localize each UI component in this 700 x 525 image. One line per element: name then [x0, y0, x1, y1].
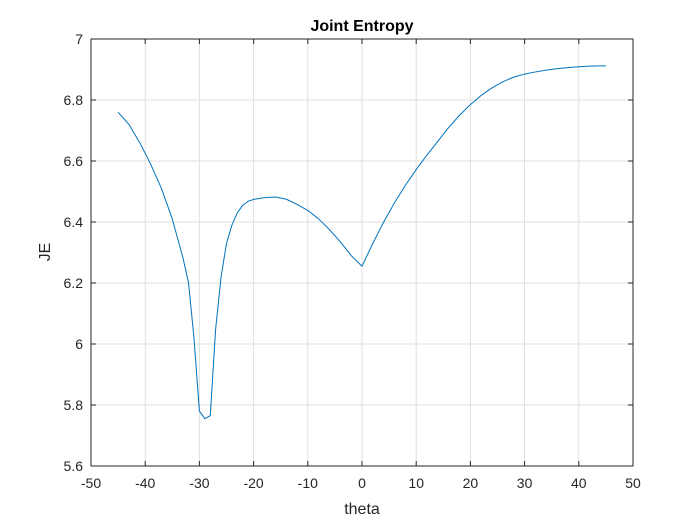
x-tick-label: -40: [135, 475, 155, 491]
y-tick-label: 6.2: [64, 275, 84, 291]
y-tick-label: 5.8: [64, 397, 84, 413]
y-tick-label: 5.6: [64, 458, 84, 474]
x-tick-label: 50: [625, 475, 641, 491]
y-tick-label: 6.4: [64, 214, 84, 230]
x-tick-label: -30: [189, 475, 209, 491]
series-line: [117, 65, 606, 420]
x-axis-label: theta: [344, 501, 380, 518]
tick-marks: [90, 38, 634, 467]
y-tick-label: 7: [75, 31, 83, 47]
y-tick-label: 6: [75, 336, 83, 352]
chart-title: Joint Entropy: [310, 18, 413, 35]
x-tick-label: 10: [408, 475, 424, 491]
x-tick-label: 40: [571, 475, 587, 491]
x-tick-label: 20: [463, 475, 479, 491]
series-layer: [117, 65, 606, 420]
x-tick-label: -50: [81, 475, 101, 491]
y-axis-label: JE: [37, 243, 54, 262]
x-tick-label: -20: [243, 475, 263, 491]
y-tick-label: 6.8: [64, 92, 84, 108]
x-tick-label: -10: [298, 475, 318, 491]
y-tick-label: 6.6: [64, 153, 84, 169]
x-tick-label: 30: [517, 475, 533, 491]
x-tick-label: 0: [358, 475, 366, 491]
